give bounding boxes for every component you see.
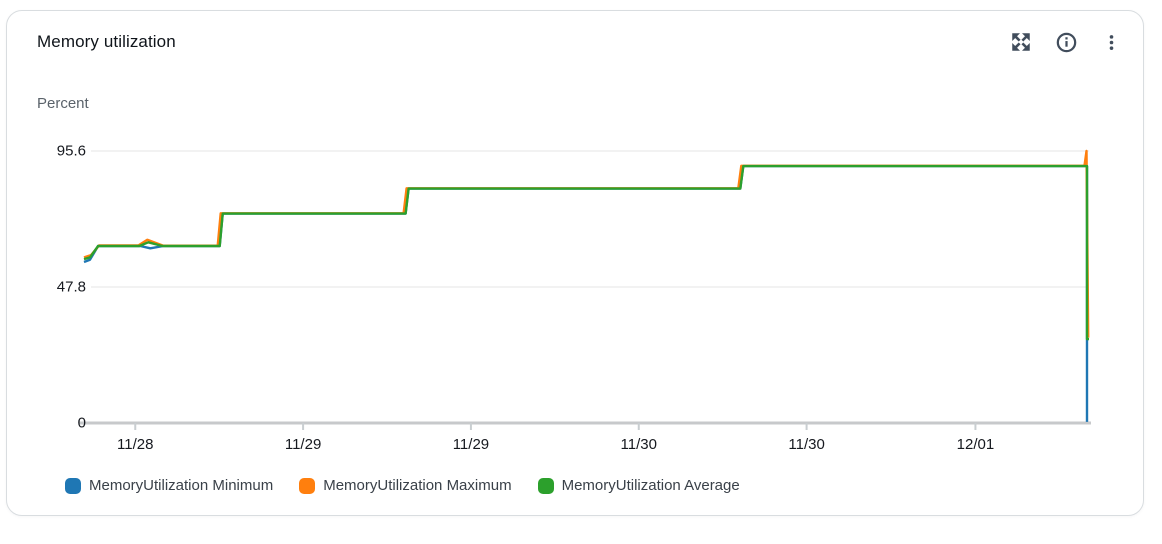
series-line-memoryutilization-maximum — [83, 149, 1090, 338]
info-icon — [1056, 32, 1076, 52]
legend-label: MemoryUtilization Minimum — [89, 477, 274, 494]
memory-utilization-widget: Memory utilization — [6, 10, 1144, 516]
chart-legend: MemoryUtilization Minimum MemoryUtilizati… — [65, 477, 740, 494]
legend-item-memoryutilization-average[interactable]: MemoryUtilization Average — [537, 477, 740, 494]
expand-button[interactable] — [1005, 26, 1037, 58]
legend-item-memoryutilization-minimum[interactable]: MemoryUtilization Minimum — [65, 477, 273, 494]
y-tick-label: 95.6 — [57, 143, 86, 160]
y-axis-unit-label: Percent — [37, 95, 89, 112]
x-tick-label: 11/30 — [788, 436, 824, 453]
widget-menu-button[interactable] — [1095, 26, 1127, 58]
widget-header: Memory utilization — [37, 25, 1127, 59]
widget-actions — [1005, 26, 1127, 58]
info-button[interactable] — [1050, 26, 1082, 58]
memory-utilization-chart[interactable]: 95.6 47.8 0 11/28 11/29 11/29 11/30 11/30 12/01 — [25, 126, 1125, 461]
y-tick-label: 0 — [78, 415, 86, 432]
x-tick-label: 12/01 — [957, 436, 995, 453]
legend-item-memoryutilization-maximum[interactable]: MemoryUtilization Maximum — [299, 477, 512, 494]
x-tick-label: 11/28 — [117, 436, 153, 453]
legend-label: MemoryUtilization Average — [561, 477, 740, 494]
kebab-menu-icon — [1109, 34, 1113, 50]
series-line-memoryutilization-minimum — [83, 164, 1089, 422]
legend-swatch — [65, 477, 81, 494]
legend-swatch — [537, 477, 554, 494]
x-tick-label: 11/29 — [453, 436, 489, 453]
series-line-memoryutilization-average — [83, 164, 1089, 341]
legend-swatch — [299, 477, 316, 494]
expand-icon — [1012, 33, 1030, 51]
x-tick-label: 11/30 — [621, 436, 657, 453]
widget-title: Memory utilization — [37, 32, 176, 51]
x-tick-label: 11/29 — [285, 436, 321, 453]
y-tick-label: 47.8 — [57, 279, 86, 296]
legend-label: MemoryUtilization Maximum — [323, 477, 512, 494]
